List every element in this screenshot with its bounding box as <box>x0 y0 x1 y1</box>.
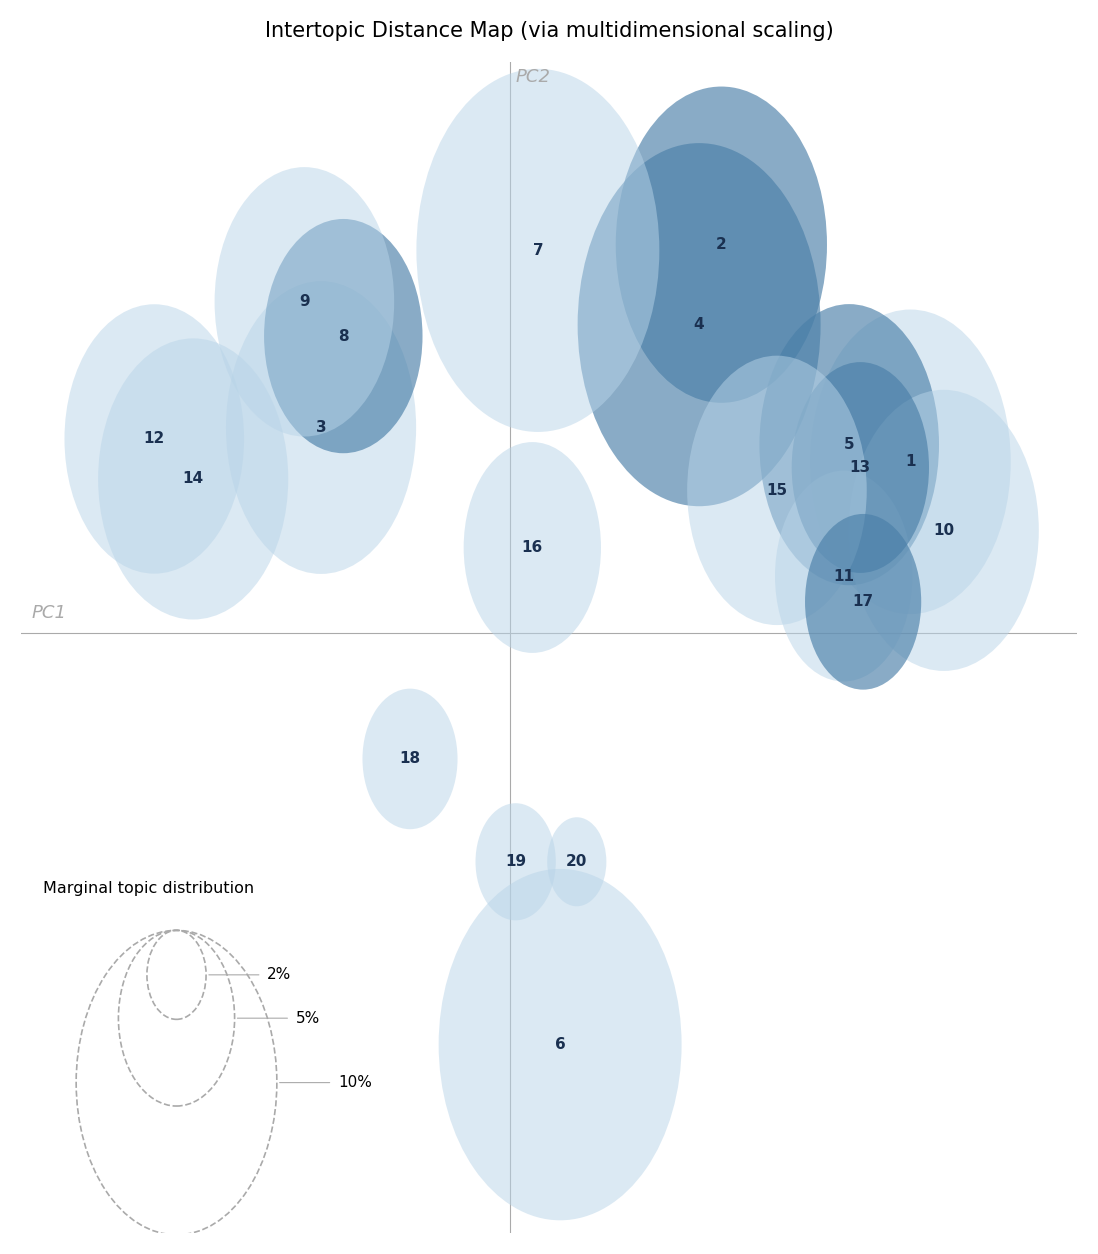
Ellipse shape <box>214 167 394 436</box>
Ellipse shape <box>475 804 556 920</box>
Ellipse shape <box>775 470 912 681</box>
Text: 10: 10 <box>933 523 954 538</box>
Text: 1: 1 <box>905 454 916 469</box>
Text: 16: 16 <box>522 540 542 556</box>
Ellipse shape <box>226 281 416 574</box>
Text: 8: 8 <box>338 329 348 344</box>
Text: 7: 7 <box>533 243 544 258</box>
Ellipse shape <box>578 143 820 507</box>
Ellipse shape <box>416 69 660 431</box>
Ellipse shape <box>362 688 458 829</box>
Text: Marginal topic distribution: Marginal topic distribution <box>43 882 255 897</box>
Text: 17: 17 <box>852 594 874 609</box>
Ellipse shape <box>616 87 827 403</box>
Ellipse shape <box>805 514 921 690</box>
Ellipse shape <box>264 219 423 453</box>
Text: 15: 15 <box>766 483 787 498</box>
Ellipse shape <box>849 390 1039 671</box>
Text: 20: 20 <box>567 854 587 869</box>
Text: 2%: 2% <box>267 967 291 982</box>
Text: 10%: 10% <box>338 1075 372 1090</box>
Text: 12: 12 <box>144 431 165 446</box>
Text: 11: 11 <box>833 568 854 583</box>
Ellipse shape <box>760 305 939 586</box>
Ellipse shape <box>65 305 244 573</box>
Text: PC2: PC2 <box>516 68 550 85</box>
Ellipse shape <box>98 339 289 619</box>
Text: 3: 3 <box>316 420 326 435</box>
Text: 13: 13 <box>850 460 871 475</box>
Text: 4: 4 <box>694 317 705 332</box>
Text: 5%: 5% <box>295 1011 320 1026</box>
Text: 14: 14 <box>182 472 204 487</box>
Ellipse shape <box>463 443 601 653</box>
Text: 2: 2 <box>716 237 727 252</box>
Text: 6: 6 <box>554 1037 565 1052</box>
Text: 18: 18 <box>400 751 421 766</box>
Ellipse shape <box>810 310 1011 614</box>
Text: 19: 19 <box>505 854 526 869</box>
Ellipse shape <box>547 818 606 907</box>
Ellipse shape <box>792 362 929 573</box>
Text: 5: 5 <box>844 438 854 453</box>
Text: 9: 9 <box>299 295 310 310</box>
Ellipse shape <box>438 869 682 1220</box>
Title: Intertopic Distance Map (via multidimensional scaling): Intertopic Distance Map (via multidimens… <box>265 21 833 41</box>
Text: PC1: PC1 <box>32 603 67 622</box>
Ellipse shape <box>687 356 866 624</box>
